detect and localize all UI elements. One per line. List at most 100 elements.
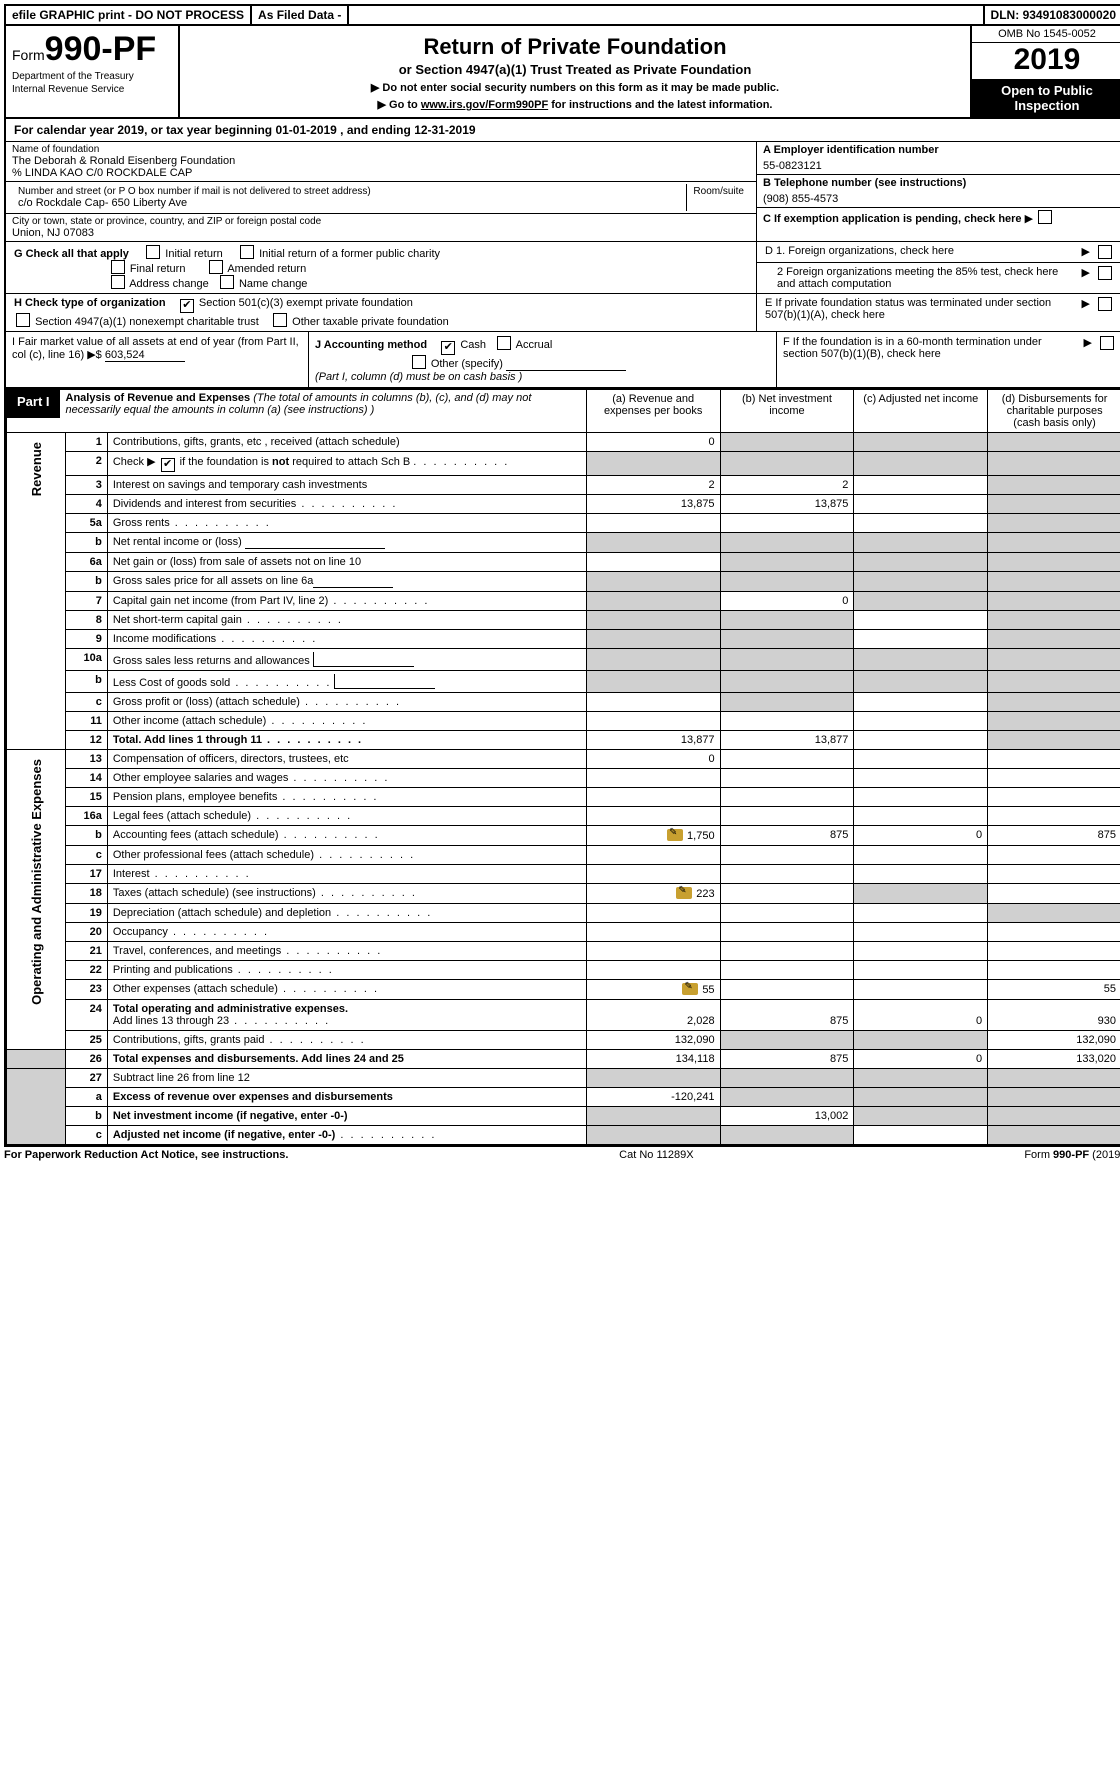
g5-text: Address change [129, 278, 209, 290]
table-row: c Gross profit or (loss) (attach schedul… [7, 693, 1120, 712]
checkbox-g3[interactable] [111, 260, 125, 274]
checkbox-h3[interactable] [273, 313, 287, 327]
cell-empty [586, 514, 720, 533]
dept-treasury: Department of the Treasury [12, 71, 172, 82]
cell-empty [854, 514, 988, 533]
checkbox-d1[interactable] [1098, 245, 1112, 259]
cell-shaded [988, 433, 1120, 452]
table-row: 14 Other employee salaries and wages [7, 769, 1120, 788]
checkbox-e[interactable] [1098, 297, 1112, 311]
cell-empty [854, 750, 988, 769]
address-cell: Number and street (or P O box number if … [12, 184, 687, 211]
part1-table: Part I Analysis of Revenue and Expenses … [6, 389, 1120, 1145]
checkbox-schb[interactable] [161, 458, 175, 472]
checkbox-h1[interactable] [180, 299, 194, 313]
cell-value: 2 [586, 476, 720, 495]
checkbox-accrual[interactable] [497, 336, 511, 350]
row-desc: Interest [107, 865, 586, 884]
attachment-icon[interactable] [682, 983, 698, 995]
checkbox-cash[interactable] [441, 341, 455, 355]
cell-shaded [854, 1088, 988, 1107]
header: Form990-PF Department of the Treasury In… [6, 26, 1120, 119]
cell-value: 133,020 [988, 1050, 1120, 1069]
cell-shaded [720, 452, 854, 476]
cell-empty [988, 788, 1120, 807]
cell-empty [720, 846, 854, 865]
g2-text: Initial return of a former public charit… [259, 248, 440, 260]
table-row: c Adjusted net income (if negative, ente… [7, 1126, 1120, 1145]
row-desc: Compensation of officers, directors, tru… [107, 750, 586, 769]
checkbox-d2[interactable] [1098, 266, 1112, 280]
checkbox-g6[interactable] [220, 275, 234, 289]
row-desc: Printing and publications [107, 961, 586, 980]
cell-empty [854, 693, 988, 712]
checkbox-g1[interactable] [146, 245, 160, 259]
row-num: 20 [66, 923, 107, 942]
cell-empty [586, 961, 720, 980]
d1-text: D 1. Foreign organizations, check here [765, 245, 1076, 257]
cell-shaded [988, 712, 1120, 731]
care-of: % LINDA KAO C/0 ROCKDALE CAP [12, 167, 750, 179]
cell-empty [854, 769, 988, 788]
table-row: b Net investment income (if negative, en… [7, 1107, 1120, 1126]
row-desc: Contributions, gifts, grants paid [107, 1031, 586, 1050]
cell-shaded [988, 630, 1120, 649]
cell-shaded [988, 611, 1120, 630]
row-desc: Income modifications [107, 630, 586, 649]
table-row: a Excess of revenue over expenses and di… [7, 1088, 1120, 1107]
g6-text: Name change [239, 278, 308, 290]
arrow-icon: ▶ [1082, 297, 1090, 310]
checkbox-g5[interactable] [111, 275, 125, 289]
tax-year: 2019 [972, 43, 1120, 79]
table-row: 4 Dividends and interest from securities… [7, 495, 1120, 514]
cell-empty [586, 769, 720, 788]
efile-notice: efile GRAPHIC print - DO NOT PROCESS [6, 6, 252, 24]
cell-shaded [720, 1069, 854, 1088]
j-accrual: Accrual [516, 339, 553, 351]
attachment-icon[interactable] [667, 829, 683, 841]
checkbox-f[interactable] [1100, 336, 1114, 350]
dln: DLN: 93491083000020 [985, 6, 1120, 24]
cell-shaded [988, 514, 1120, 533]
checkbox-g2[interactable] [240, 245, 254, 259]
cell-empty [586, 904, 720, 923]
table-row: 25 Contributions, gifts, grants paid 132… [7, 1031, 1120, 1050]
row-num: 22 [66, 961, 107, 980]
table-row: 23 Other expenses (attach schedule) 55 5… [7, 980, 1120, 1000]
irs-link[interactable]: www.irs.gov/Form990PF [421, 99, 548, 111]
row-num: 5a [66, 514, 107, 533]
c-label: C If exemption application is pending, c… [763, 213, 1022, 225]
table-row: 2 Check ▶ if the foundation is not requi… [7, 452, 1120, 476]
attachment-icon[interactable] [676, 887, 692, 899]
row-desc: Other income (attach schedule) [107, 712, 586, 731]
checkbox-c[interactable] [1038, 210, 1052, 224]
row-num: 14 [66, 769, 107, 788]
checkbox-other[interactable] [412, 355, 426, 369]
entity-right: A Employer identification number 55-0823… [757, 142, 1120, 241]
part1-header-cell: Part I Analysis of Revenue and Expenses … [7, 390, 587, 433]
row-desc: Total expenses and disbursements. Add li… [107, 1050, 586, 1069]
col-b-header: (b) Net investment income [720, 390, 854, 433]
arrow-icon: ▶ [1025, 213, 1037, 225]
d1-row: D 1. Foreign organizations, check here ▶ [757, 242, 1120, 263]
other-specify-line [506, 358, 626, 371]
part1-label: Part I [7, 390, 60, 418]
checkbox-g4[interactable] [209, 260, 223, 274]
cell-shaded [854, 433, 988, 452]
cell-shaded [854, 1107, 988, 1126]
page-footer: For Paperwork Reduction Act Notice, see … [4, 1147, 1120, 1163]
table-row: Operating and Administrative Expenses 13… [7, 750, 1120, 769]
table-row: 8 Net short-term capital gain [7, 611, 1120, 630]
checkbox-h2[interactable] [16, 313, 30, 327]
col-d-header: (d) Disbursements for charitable purpose… [988, 390, 1120, 433]
form-title: Return of Private Foundation [186, 34, 964, 60]
cell-empty [720, 712, 854, 731]
row-num: 4 [66, 495, 107, 514]
row-desc: Check ▶ if the foundation is not require… [107, 452, 586, 476]
cell-shaded [586, 671, 720, 693]
cell-shaded [586, 572, 720, 592]
f-row: F If the foundation is in a 60-month ter… [777, 332, 1120, 387]
g-label: G Check all that apply [14, 248, 129, 260]
row-desc: Gross sales less returns and allowances [107, 649, 586, 671]
cell-shaded [854, 553, 988, 572]
